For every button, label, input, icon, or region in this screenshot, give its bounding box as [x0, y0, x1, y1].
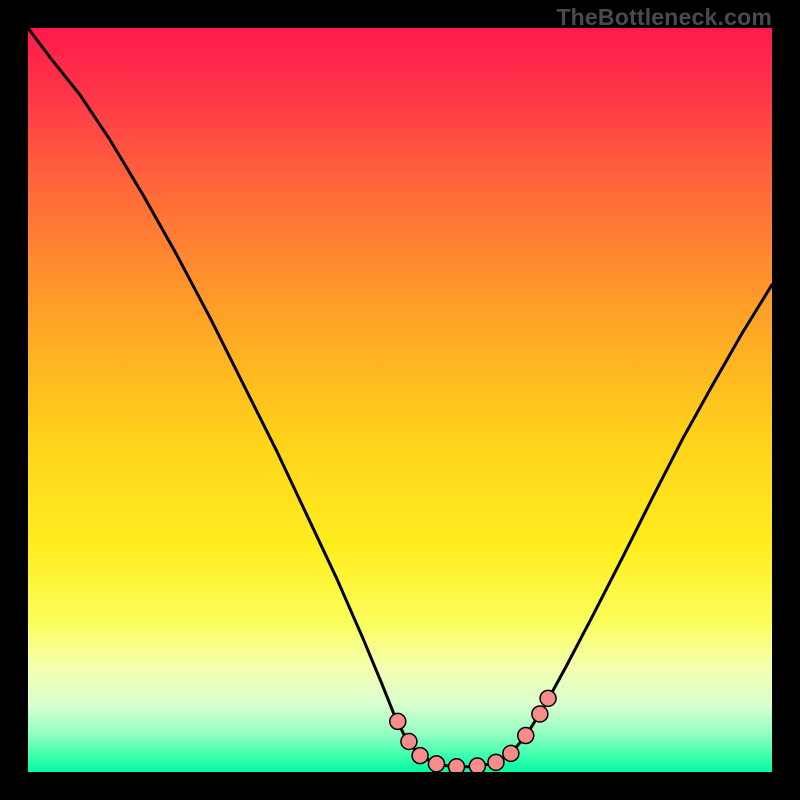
curve-marker: [412, 748, 428, 764]
plot-area: [28, 28, 772, 772]
chart-background: [28, 28, 772, 772]
curve-marker: [532, 706, 548, 722]
curve-marker: [540, 690, 556, 706]
curve-marker: [488, 754, 504, 770]
curve-marker: [401, 734, 417, 750]
curve-marker: [469, 758, 485, 772]
curve-marker: [390, 713, 406, 729]
watermark-text: TheBottleneck.com: [556, 4, 772, 31]
curve-marker: [503, 745, 519, 761]
plot-svg: [28, 28, 772, 772]
curve-marker: [518, 728, 534, 744]
curve-marker: [428, 756, 444, 772]
curve-marker: [449, 759, 465, 772]
